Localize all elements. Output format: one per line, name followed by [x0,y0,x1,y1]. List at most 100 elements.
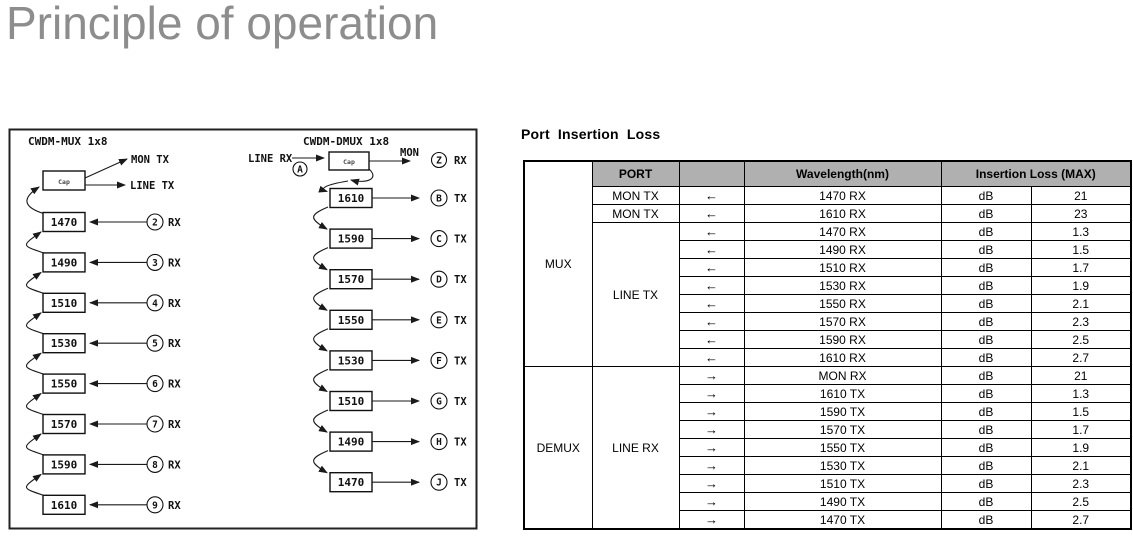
dmux-port-circle [430,473,448,491]
unit-cell: dB [940,276,1032,295]
cwdm-principle-diagram: CWDM-MUX 1x8 Cap MON TX LINE TX 1470 2 RX 1490 3… [8,128,478,530]
loss-value-cell: 2.5 [1030,492,1132,511]
mux-port-circle [146,213,164,231]
unit-cell: dB [940,222,1032,241]
loss-value-cell: 2.3 [1030,474,1132,493]
dmux-mon-port-circle [430,151,448,169]
mux-chain-connector [25,352,46,376]
unit-cell: dB [940,492,1032,511]
wavelength-cell: 1610 RX [743,348,942,367]
unit-cell: dB [940,294,1032,313]
port-cell: LINE RX [591,366,680,530]
mux-channel-box [42,373,86,394]
mux-chain-connector [25,473,46,497]
dmux-port-circle [430,230,448,248]
table-title: Port Insertion Loss [521,126,661,142]
wavelength-cell: 1490 TX [743,492,942,511]
mux-port-direction: RX [168,217,181,229]
port-insertion-loss-table: MUX PORT Wavelength(nm) Insertion Loss (MAX… [523,160,1133,530]
mux-channel-box [42,494,86,515]
wavelength-cell: 1570 RX [743,312,942,331]
unit-cell: dB [940,474,1032,493]
mux-port-direction: RX [168,500,181,512]
dmux-port-letter: H [436,437,442,448]
column-header-wavelength: Wavelength(nm) [743,160,942,187]
dmux-port-circle [430,392,448,410]
dmux-port-direction: TX [454,193,467,205]
table-group-mux: MUX [523,160,593,367]
mux-channel-wavelength: 1530 [51,337,78,350]
unit-cell: dB [940,384,1032,403]
mux-port-circle [146,496,164,514]
unit-cell: dB [940,348,1032,367]
loss-value-cell: 2.7 [1030,510,1132,530]
mux-chain-connector [25,231,46,254]
direction-arrow: → [678,384,745,403]
mux-title: CWDM-MUX 1x8 [28,135,107,148]
wavelength-cell: 1510 TX [743,474,942,493]
column-header-direction [678,160,745,187]
mux-line-tx-label: LINE TX [130,180,175,192]
dmux-channel-wavelength: 1470 [338,476,365,489]
dmux-input-port-circle [292,161,308,177]
table-row: DEMUX LINE RX → MON RX dB 21 [523,366,1132,530]
dmux-line-rx-label: LINE RX [248,153,293,165]
table-row: → 1490 TX dB 2.5 [524,492,1132,511]
mux-port-number: 3 [152,258,158,269]
mux-chain-connector [25,271,46,295]
wavelength-cell: MON RX [743,366,942,385]
mux-channel-wavelength: 1490 [51,256,78,269]
mux-port-direction: RX [168,257,181,269]
direction-arrow: ← [678,312,745,331]
dmux-port-letter: C [436,234,442,245]
direction-arrow: → [678,510,745,530]
mux-port-direction: RX [168,419,181,431]
table-row: → 1510 TX dB 2.3 [524,474,1132,493]
direction-arrow: → [678,492,745,511]
dmux-channel-wavelength: 1530 [338,354,365,367]
wavelength-cell: 1590 RX [743,330,942,349]
wavelength-cell: 1610 RX [743,204,942,223]
dmux-loop-to-first-channel [318,180,349,193]
wavelength-cell: 1590 TX [743,402,942,421]
mux-port-direction: RX [168,298,181,310]
mux-chain-to-coupler [26,186,46,215]
dmux-port-direction: TX [454,477,467,489]
unit-cell: dB [940,402,1032,421]
dmux-port-direction: TX [454,234,467,246]
table-row: ← 1490 RX dB 1.5 [524,240,1132,259]
dmux-chain-connector [313,368,329,393]
dmux-mon-port-letter: Z [436,156,442,167]
direction-arrow: → [678,438,745,457]
port-cell: LINE TX [591,222,680,367]
mux-port-number: 9 [152,500,158,511]
loss-value-cell: 21 [1030,186,1132,205]
column-header-insertion-loss: Insertion Loss (MAX) [940,160,1132,187]
mux-port-number: 4 [152,298,158,309]
mux-channel-box [42,454,86,475]
dmux-chain-connector [313,247,329,271]
wavelength-cell: 1570 TX [743,420,942,439]
dmux-chain-connector [313,328,329,352]
port-cell: MON TX [591,186,680,205]
page-title: Principle of operation [6,0,439,49]
direction-arrow: → [678,420,745,439]
direction-arrow: ← [678,330,745,349]
mux-chain-connector [25,312,46,335]
mux-channel-wavelength: 1610 [51,499,78,512]
direction-arrow: → [678,474,745,493]
loss-value-cell: 23 [1030,204,1132,223]
wavelength-cell: 1530 TX [743,456,942,475]
unit-cell: dB [940,204,1032,223]
table-row: → 1470 TX dB 2.7 [524,510,1132,530]
loss-value-cell: 1.5 [1030,402,1132,421]
direction-arrow: ← [678,348,745,367]
mux-port-number: 6 [152,379,158,390]
mux-port-circle [146,415,164,433]
unit-cell: dB [940,438,1032,457]
dmux-chain-connector [313,287,329,311]
table-row: → 1550 TX dB 1.9 [524,438,1132,457]
direction-arrow: ← [678,294,745,313]
table-row: ← 1510 RX dB 1.7 [524,258,1132,277]
direction-arrow: ← [678,186,745,205]
